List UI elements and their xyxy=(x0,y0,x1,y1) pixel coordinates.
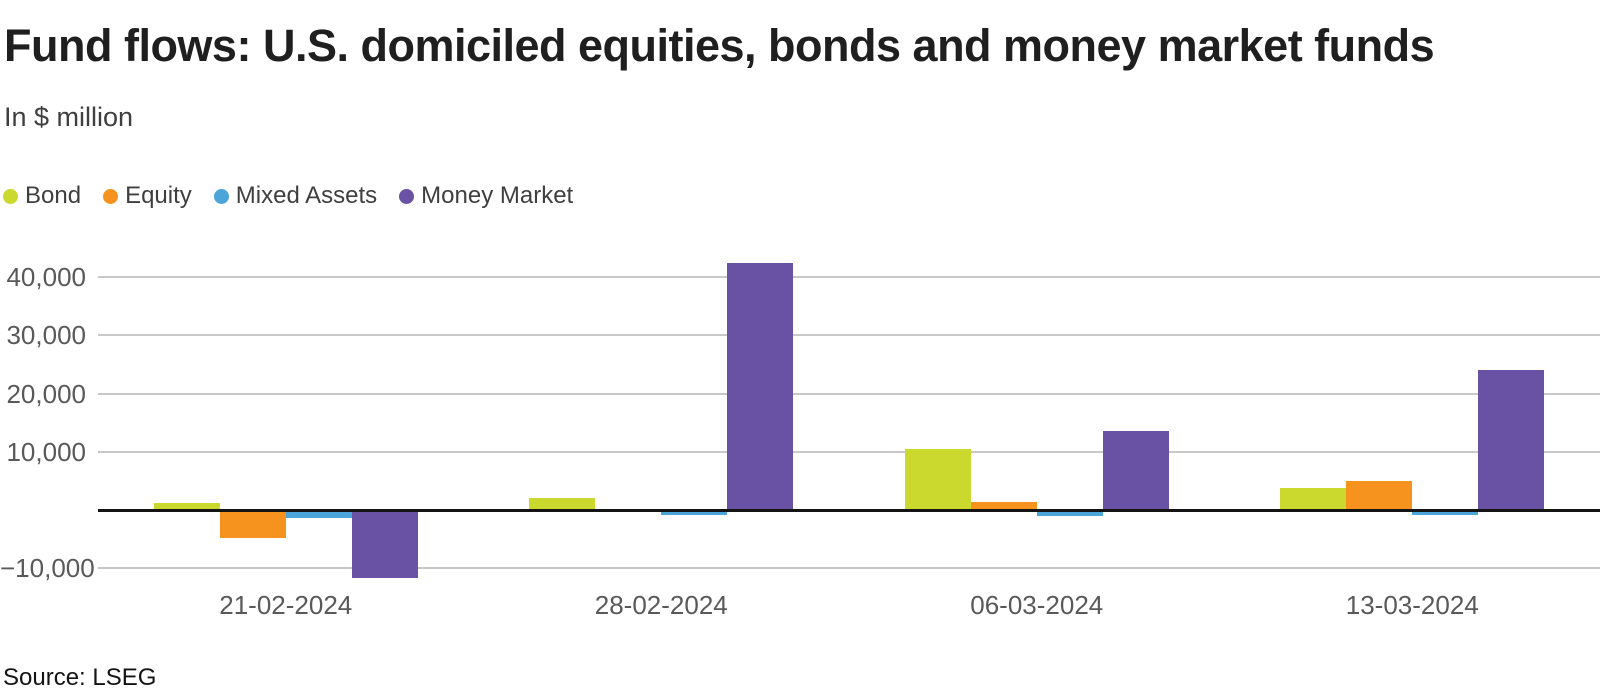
bar-equity-13-03-2024 xyxy=(1346,480,1413,510)
bar-bond-28-02-2024 xyxy=(529,498,596,510)
bar-bond-06-03-2024 xyxy=(904,448,971,510)
bar-money-market-21-02-2024 xyxy=(351,510,418,579)
y-axis-label--10000: −10,000 xyxy=(0,553,95,584)
bar-bond-13-03-2024 xyxy=(1280,487,1347,510)
legend-label-bond: Bond xyxy=(25,182,82,209)
x-axis-label-28-02-2024: 28-02-2024 xyxy=(594,590,728,620)
bar-mixed-assets-06-03-2024 xyxy=(1036,510,1103,516)
legend-dot-money-market-icon xyxy=(399,188,415,204)
gridline-40000 xyxy=(98,276,1600,279)
y-axis-label-10000: 10,000 xyxy=(6,436,86,467)
bar-mixed-assets-28-02-2024 xyxy=(661,510,728,515)
bar-mixed-assets-21-02-2024 xyxy=(285,510,352,519)
chart-subtitle: In $ million xyxy=(4,102,134,132)
bar-money-market-06-03-2024 xyxy=(1102,431,1169,510)
x-axis-label-21-02-2024: 21-02-2024 xyxy=(219,590,353,620)
legend-item-bond: Bond xyxy=(3,182,81,210)
legend-label-money-market: Money Market xyxy=(421,182,574,209)
gridline-10000 xyxy=(98,450,1600,453)
legend-dot-mixed-assets-icon xyxy=(213,188,229,204)
bar-bond-21-02-2024 xyxy=(153,503,220,510)
bar-mixed-assets-13-03-2024 xyxy=(1412,510,1479,515)
gridline-30000 xyxy=(98,334,1600,337)
legend-label-mixed-assets: Mixed Assets xyxy=(235,182,378,209)
y-axis-label-30000: 30,000 xyxy=(6,320,86,351)
y-axis-label-40000: 40,000 xyxy=(6,262,86,293)
source-attribution: Source: LSEG xyxy=(3,664,157,691)
chart-legend: Bond Equity Mixed Assets Money Market xyxy=(3,182,573,210)
x-axis-label-13-03-2024: 13-03-2024 xyxy=(1345,590,1479,620)
legend-item-money-market: Money Market xyxy=(399,182,573,210)
legend-dot-equity-icon xyxy=(103,188,119,204)
zero-axis-line xyxy=(98,508,1600,512)
legend-dot-bond-icon xyxy=(3,188,18,204)
y-axis-label-20000: 20,000 xyxy=(6,378,86,409)
gridline-20000 xyxy=(98,392,1600,395)
bar-money-market-13-03-2024 xyxy=(1478,370,1545,510)
chart-title: Fund flows: U.S. domiciled equities, bon… xyxy=(4,20,1435,71)
gridline--10000 xyxy=(98,567,1600,570)
x-axis-label-06-03-2024: 06-03-2024 xyxy=(970,590,1104,620)
legend-label-equity: Equity xyxy=(125,182,192,209)
legend-item-mixed-assets: Mixed Assets xyxy=(213,182,378,210)
legend-item-equity: Equity xyxy=(103,182,192,210)
bar-money-market-28-02-2024 xyxy=(727,262,794,510)
bar-equity-21-02-2024 xyxy=(219,510,286,538)
bar-equity-06-03-2024 xyxy=(970,502,1037,510)
